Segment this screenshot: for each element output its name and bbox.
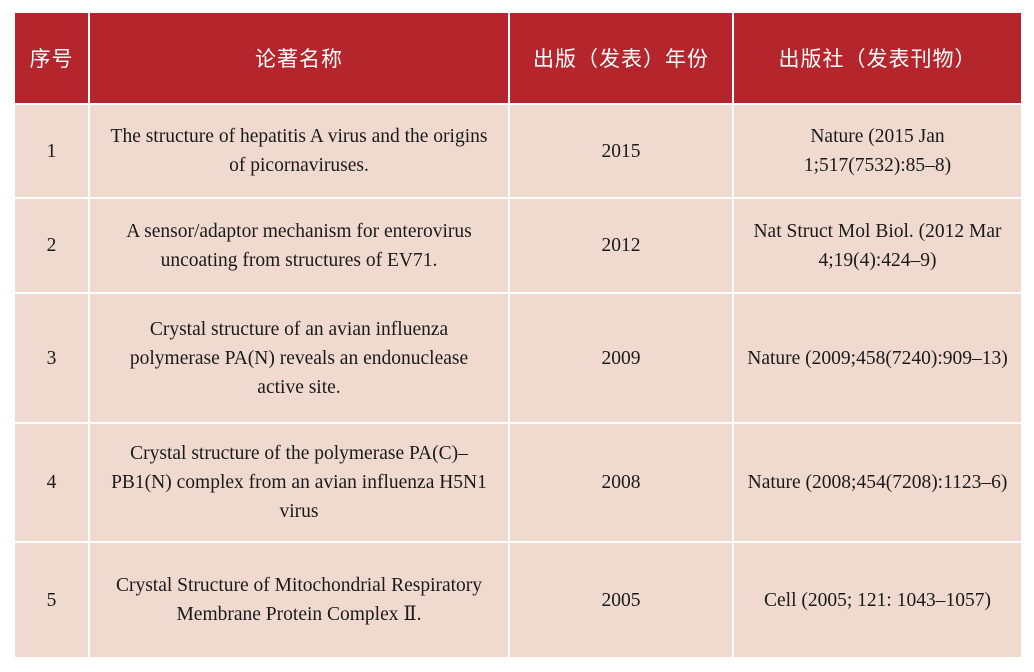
cell-number: 2: [13, 197, 90, 294]
table-row: 4 Crystal structure of the polymerase PA…: [13, 422, 1023, 543]
cell-number: 3: [13, 292, 90, 424]
cell-year: 2015: [508, 103, 734, 199]
publications-table: 序号 论著名称 出版（发表）年份 出版社（发表刊物） 1 The structu…: [13, 11, 1023, 659]
cell-number: 1: [13, 103, 90, 199]
header-publisher: 出版社（发表刊物）: [732, 11, 1023, 105]
cell-publisher: Nature (2009;458(7240):909–13): [732, 292, 1023, 424]
cell-number: 4: [13, 422, 90, 543]
cell-publisher: Nature (2015 Jan 1;517(7532):85–8): [732, 103, 1023, 199]
cell-year: 2008: [508, 422, 734, 543]
cell-title: Crystal structure of an avian influenza …: [88, 292, 510, 424]
header-year: 出版（发表）年份: [508, 11, 734, 105]
table-row: 5 Crystal Structure of Mitochondrial Res…: [13, 541, 1023, 659]
cell-title: The structure of hepatitis A virus and t…: [88, 103, 510, 199]
cell-publisher: Nature (2008;454(7208):1123–6): [732, 422, 1023, 543]
cell-year: 2012: [508, 197, 734, 294]
cell-title: A sensor/adaptor mechanism for enterovir…: [88, 197, 510, 294]
cell-title: Crystal Structure of Mitochondrial Respi…: [88, 541, 510, 659]
cell-year: 2009: [508, 292, 734, 424]
cell-year: 2005: [508, 541, 734, 659]
cell-title: Crystal structure of the polymerase PA(C…: [88, 422, 510, 543]
table-row: 1 The structure of hepatitis A virus and…: [13, 103, 1023, 199]
header-row: 序号 论著名称 出版（发表）年份 出版社（发表刊物）: [13, 11, 1023, 105]
header-number: 序号: [13, 11, 90, 105]
header-title: 论著名称: [88, 11, 510, 105]
table-row: 3 Crystal structure of an avian influenz…: [13, 292, 1023, 424]
table-row: 2 A sensor/adaptor mechanism for enterov…: [13, 197, 1023, 294]
cell-publisher: Cell (2005; 121: 1043–1057): [732, 541, 1023, 659]
cell-publisher: Nat Struct Mol Biol. (2012 Mar 4;19(4):4…: [732, 197, 1023, 294]
cell-number: 5: [13, 541, 90, 659]
